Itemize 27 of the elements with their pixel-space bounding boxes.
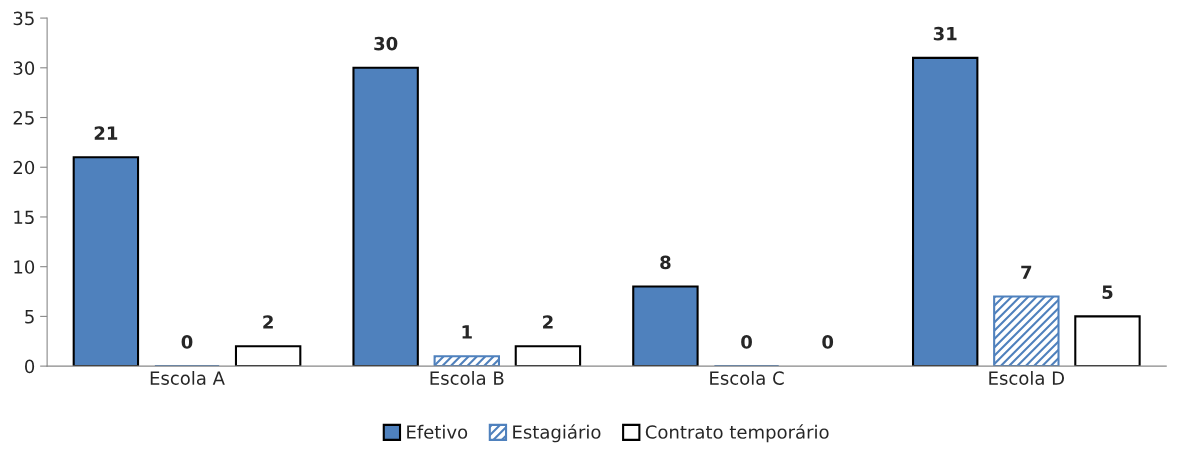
data-label: 2 (263, 315, 273, 329)
x-tick-label: Escola C (710, 370, 784, 385)
x-tick-label: Escola B (430, 370, 504, 385)
data-label: 2 (543, 315, 553, 329)
y-tick-label: 5 (25, 310, 34, 324)
x-tick-label: Escola A (150, 370, 225, 385)
y-tick-label: 0 (25, 359, 35, 374)
data-label: 0 (822, 335, 834, 349)
data-label: 1 (462, 325, 472, 339)
data-label: 0 (741, 335, 752, 349)
data-label: 30 (374, 36, 398, 51)
y-tick-label: 30 (13, 61, 35, 75)
legend-label: Efetivo (407, 424, 468, 439)
data-label: 31 (933, 26, 957, 41)
legend-label: Estagiário (513, 424, 601, 443)
data-label: 7 (1021, 265, 1032, 279)
y-tick-label: 35 (13, 11, 34, 26)
y-tick-label: 25 (13, 110, 34, 125)
y-tick-label: 15 (14, 210, 34, 225)
legend-label: Contrato temporário (645, 424, 829, 443)
data-label: 5 (1102, 285, 1113, 300)
data-label: 21 (94, 126, 118, 140)
y-tick-label: 10 (14, 260, 35, 274)
data-label: 8 (660, 255, 671, 270)
y-tick-label: 20 (13, 160, 35, 175)
x-tick-label: Escola D (989, 370, 1065, 385)
data-label: 0 (181, 335, 193, 349)
